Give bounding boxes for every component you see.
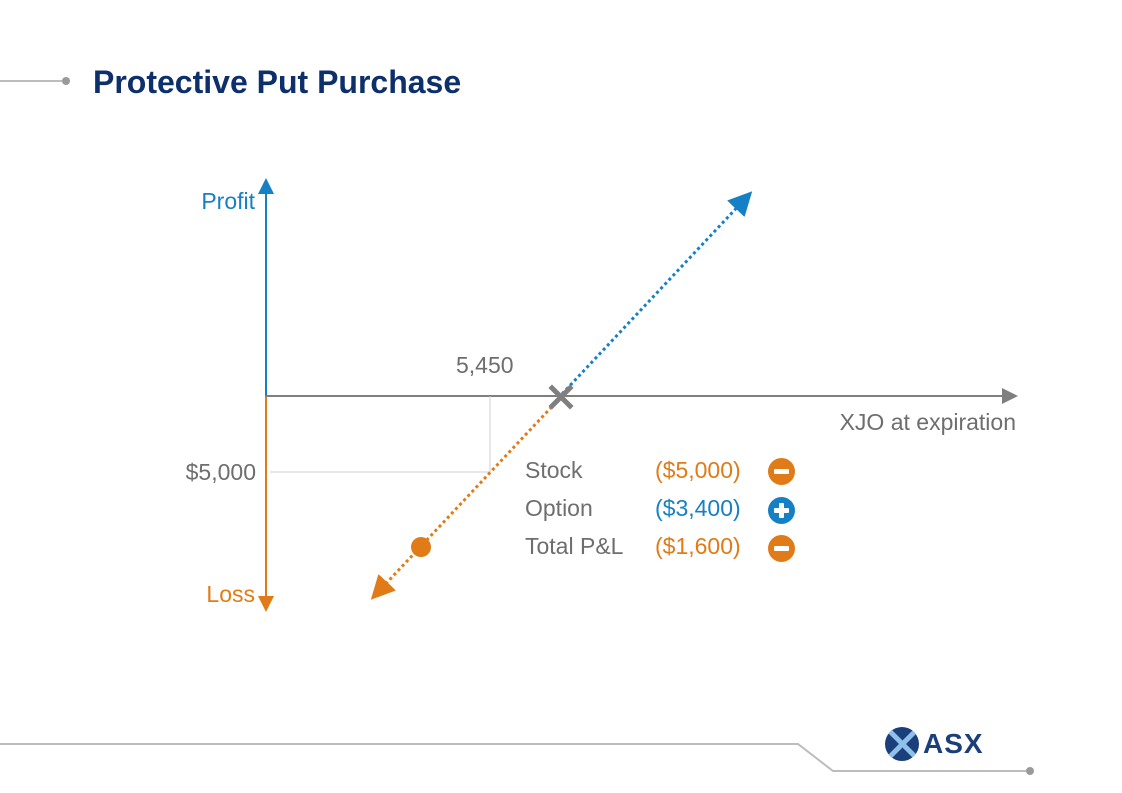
option-row-label: Option [525,495,593,521]
footer-rule [0,743,1026,772]
payoff-line-profit-segment [560,191,753,396]
breakeven-x-marker [548,384,574,410]
payoff-line-loss-segment [370,396,562,600]
x-axis-label: XJO at expiration [839,409,1016,435]
total-row-value: ($1,600) [655,533,741,559]
strike-price-label: 5,450 [456,352,514,378]
asx-logo-mark-icon [885,727,919,761]
y-axis-profit-label: Profit [201,188,255,214]
y-axis-loss-label: Loss [206,581,255,607]
asx-logo: ASX [885,727,984,761]
total-row-label: Total P&L [525,533,624,559]
stock-row-label: Stock [525,457,583,483]
option-row-value: ($3,400) [655,495,741,521]
page-title: Protective Put Purchase [93,64,462,100]
position-marker-dot [411,537,431,557]
minus-icon [768,535,795,562]
header-bullet [62,77,70,85]
loss-level-label: $5,000 [185,459,256,485]
asx-logo-text: ASX [923,728,984,759]
minus-icon [768,458,795,485]
stock-row-value: ($5,000) [655,457,741,483]
footer-bullet [1026,767,1034,775]
plus-icon [768,497,795,524]
